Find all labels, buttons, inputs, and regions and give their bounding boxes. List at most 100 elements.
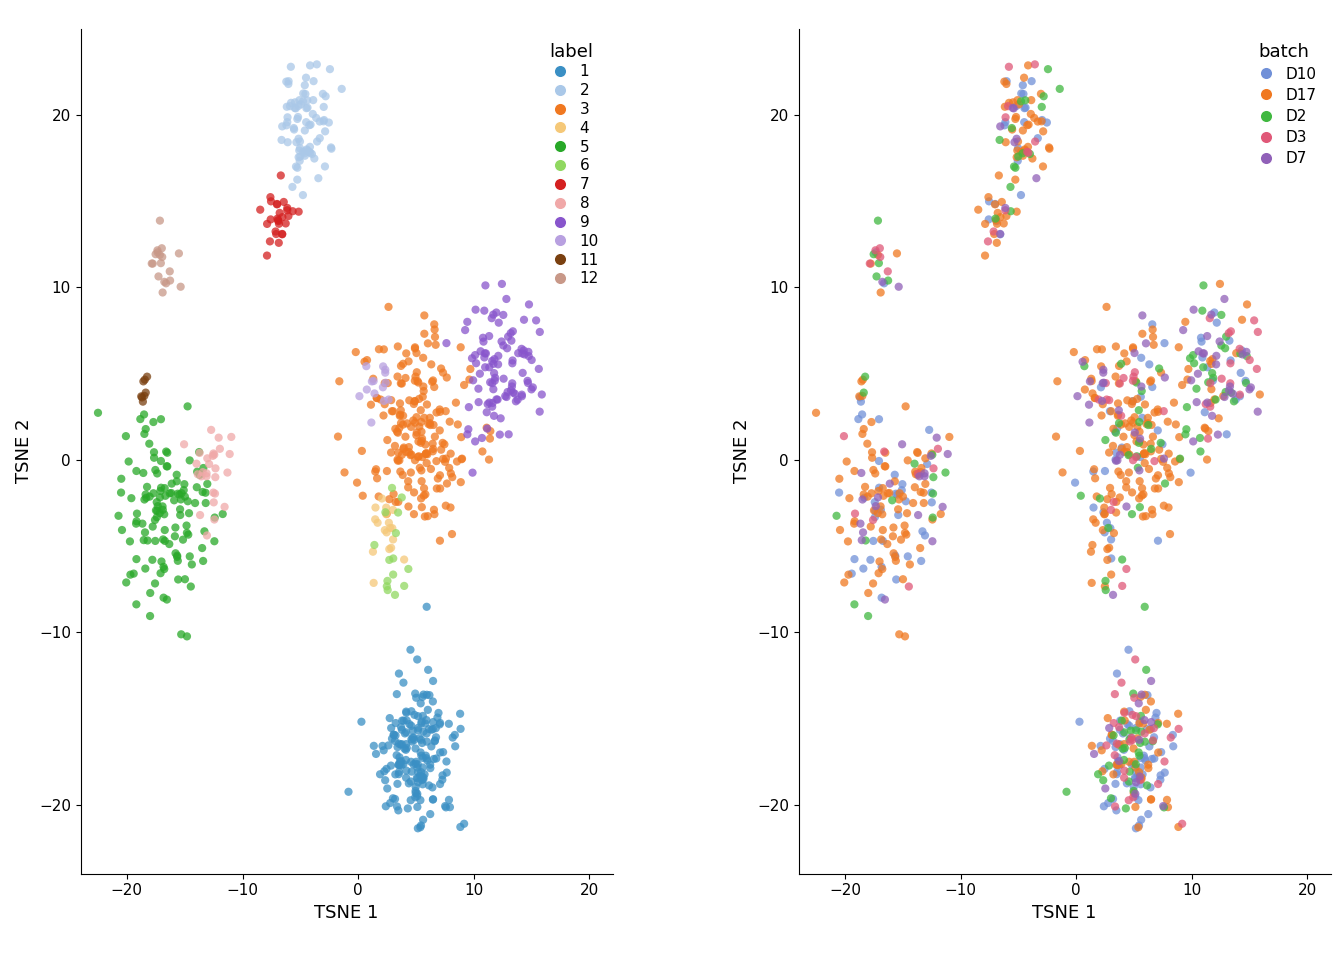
Point [888, 486, 910, 501]
Point [1122, 756, 1144, 772]
Point [1113, 742, 1134, 757]
Point [180, 579, 202, 594]
Point [1094, 761, 1116, 777]
Point [473, 334, 495, 349]
Point [1168, 340, 1189, 355]
Point [415, 751, 437, 766]
Point [149, 490, 171, 505]
Point [425, 730, 446, 745]
Point [418, 662, 439, 678]
Point [203, 512, 224, 527]
Point [989, 132, 1011, 148]
Point [1122, 732, 1144, 748]
Point [395, 763, 417, 779]
Point [429, 402, 450, 418]
Point [277, 201, 298, 216]
Point [837, 567, 859, 583]
Point [1007, 133, 1028, 149]
Point [146, 494, 168, 510]
Point [1107, 737, 1129, 753]
Point [1105, 777, 1126, 792]
Point [1090, 379, 1111, 395]
Point [1243, 313, 1265, 328]
Point [853, 490, 875, 505]
Point [1187, 366, 1208, 381]
Point [1083, 500, 1105, 516]
Point [288, 150, 309, 165]
Point [1082, 538, 1103, 553]
Point [1137, 760, 1159, 776]
Point [1125, 760, 1146, 776]
Point [886, 246, 907, 261]
Point [196, 450, 218, 466]
Point [1121, 413, 1142, 428]
Point [1121, 507, 1142, 522]
Point [1133, 446, 1154, 462]
Point [278, 76, 300, 91]
Point [1157, 414, 1179, 429]
Point [134, 561, 156, 576]
Point [372, 379, 394, 395]
Point [266, 211, 288, 227]
Point [296, 101, 317, 116]
Point [1118, 447, 1140, 463]
Point [458, 399, 480, 415]
Point [133, 373, 155, 389]
Point [153, 507, 175, 522]
Point [212, 506, 234, 521]
Point [401, 465, 422, 480]
Point [871, 507, 892, 522]
Point [146, 510, 168, 525]
Point [868, 565, 890, 581]
Point [1152, 437, 1173, 452]
Point [476, 346, 497, 361]
Point [1136, 778, 1157, 793]
Point [188, 444, 210, 460]
Point [1125, 373, 1146, 389]
Point [1142, 733, 1164, 749]
Point [805, 405, 827, 420]
Point [863, 503, 884, 518]
Point [1099, 520, 1121, 536]
Point [364, 386, 386, 401]
Point [468, 395, 489, 410]
Point [1142, 732, 1164, 748]
Point [392, 756, 414, 772]
Point [1188, 344, 1210, 359]
Point [192, 484, 214, 499]
Point [1134, 446, 1156, 462]
Point [1130, 772, 1152, 787]
Point [485, 305, 507, 321]
Point [391, 713, 413, 729]
Point [1175, 314, 1196, 329]
Point [1128, 820, 1149, 835]
Point [382, 532, 403, 547]
Point [395, 704, 417, 719]
Point [410, 745, 431, 760]
Point [1118, 642, 1140, 658]
Point [403, 756, 425, 772]
Point [1149, 772, 1171, 787]
Point [395, 444, 417, 460]
Point [477, 396, 499, 412]
Point [1154, 765, 1176, 780]
Point [884, 549, 906, 564]
Point [391, 447, 413, 463]
Point [1202, 408, 1223, 423]
Point [384, 494, 406, 510]
Point [1140, 780, 1161, 795]
Point [1132, 326, 1153, 342]
Point [281, 95, 302, 110]
Point [392, 675, 414, 690]
Point [1163, 728, 1184, 743]
Point [179, 549, 200, 564]
Point [399, 393, 421, 408]
Point [406, 770, 427, 785]
Point [375, 375, 396, 391]
Point [429, 533, 450, 548]
Point [191, 468, 212, 484]
Point [269, 216, 290, 231]
Point [386, 424, 407, 440]
Point [1025, 171, 1047, 186]
Point [884, 468, 906, 483]
